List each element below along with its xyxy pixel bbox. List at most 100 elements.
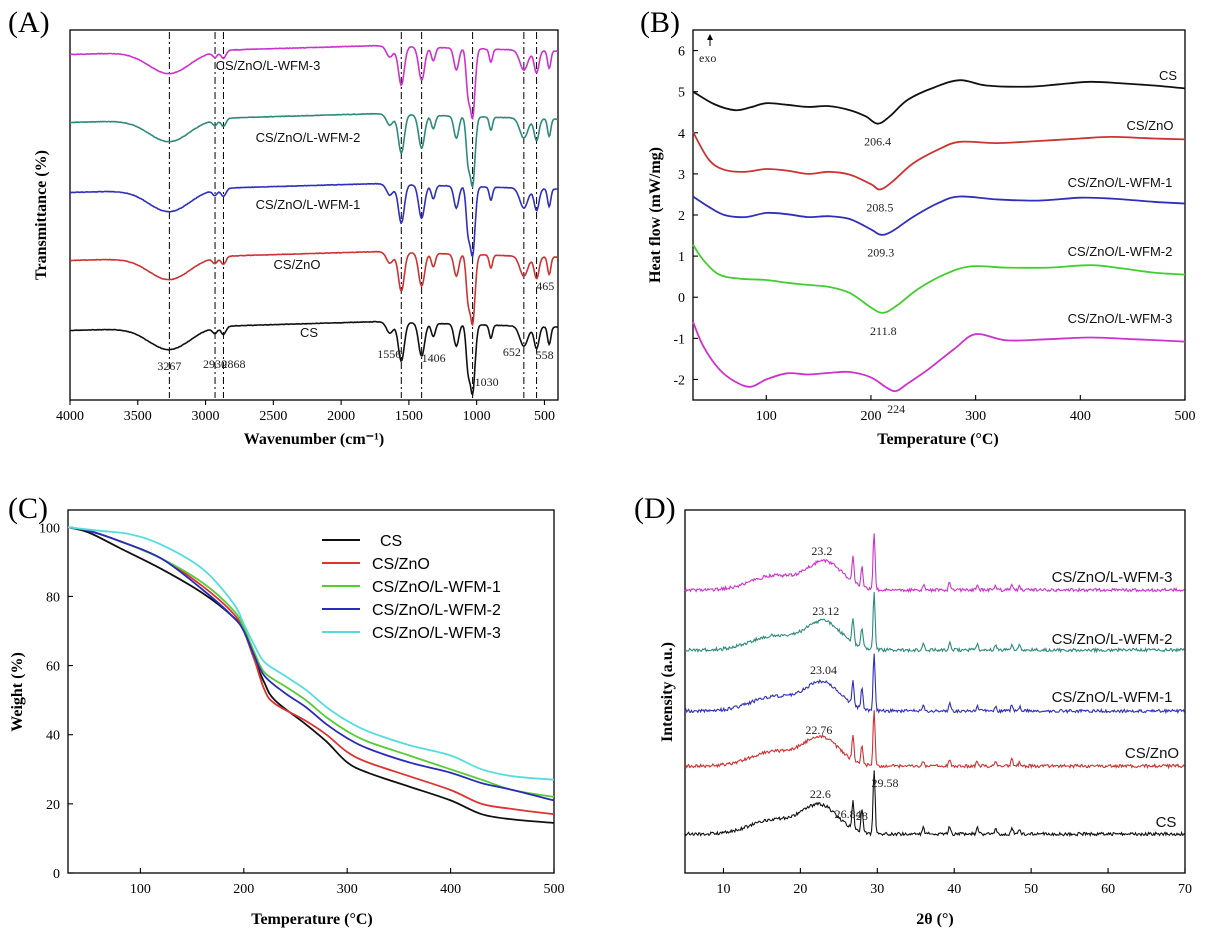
d-series-label: CS/ZnO/L-WFM-3 xyxy=(1052,569,1173,586)
panel-d-series: CS CS/ZnO CS/ZnO/L-WFM-1 CS/ZnO/L-WFM-2 CS/Z… xyxy=(684,533,1185,838)
b-series-label: CS/ZnO xyxy=(1127,118,1174,133)
b-peak-label: 224 xyxy=(887,402,905,416)
a-series-line xyxy=(69,182,559,259)
panel-d-label: (D) xyxy=(634,492,676,525)
b-y-tick-label: 5 xyxy=(678,86,685,101)
b-y-tick-label: 4 xyxy=(678,127,685,142)
d-x-tick-label: 50 xyxy=(1024,882,1038,897)
panel-c: (C) 100 200 300 400 500 0 20 40 60 80 100 CS CS/ZnO… xyxy=(8,492,565,928)
a-x-tick-label: 1000 xyxy=(463,409,491,424)
panel-d-x-ticks: 10 20 30 40 50 60 70 xyxy=(716,868,1192,897)
a-peak-annotation: 3267 xyxy=(157,359,181,373)
exo-label: exo xyxy=(699,51,716,65)
c-series-line xyxy=(67,526,555,798)
b-y-tick-label: 6 xyxy=(678,45,685,60)
c-y-tick-label: 80 xyxy=(46,590,60,605)
b-peak-label: 206.4 xyxy=(864,135,891,149)
c-series-line xyxy=(67,526,555,802)
panel-a-y-axis-label: Transmittance (%) xyxy=(33,150,50,280)
d-x-tick-label: 60 xyxy=(1101,882,1115,897)
c-series-line xyxy=(67,526,555,816)
a-peak-annotation: 652 xyxy=(503,345,521,359)
panel-c-series xyxy=(67,526,555,824)
a-series-label: CS xyxy=(300,325,318,340)
panel-a-label: (A) xyxy=(8,6,50,39)
d-peak-annotation: 28 xyxy=(856,809,868,823)
a-series-line xyxy=(70,320,559,397)
panel-a-series: CS CS/ZnO CS/ZnO/L-WFM-1 CS/ZnO/L-WFM-2 CS/Z… xyxy=(69,44,559,397)
d-x-tick-label: 40 xyxy=(947,882,961,897)
exo-marker: exo xyxy=(699,34,716,65)
b-x-tick-label: 100 xyxy=(756,409,777,424)
c-legend-label: CS/ZnO/L-WFM-2 xyxy=(372,602,501,619)
d-x-tick-label: 20 xyxy=(793,882,807,897)
a-x-tick-label: 1500 xyxy=(395,409,423,424)
panel-b-label: (B) xyxy=(640,6,680,39)
d-x-tick-label: 30 xyxy=(870,882,884,897)
b-series-line xyxy=(692,195,1186,236)
a-series-label: CS/ZnO/L-WFM-2 xyxy=(256,130,361,145)
b-peak-label: 208.5 xyxy=(866,201,893,215)
a-series-label: CS/ZnO/L-WFM-3 xyxy=(216,58,321,73)
a-peak-annotation: 1406 xyxy=(422,351,446,365)
panel-b-x-axis-label: Temperature (°C) xyxy=(877,431,998,448)
a-x-tick-label: 2500 xyxy=(259,409,287,424)
c-series-line xyxy=(67,526,555,824)
b-y-tick-label: -2 xyxy=(673,373,685,388)
a-x-tick-label: 4000 xyxy=(56,409,84,424)
d-peak-annotation: 23.2 xyxy=(811,544,832,558)
c-x-tick-label: 200 xyxy=(233,882,254,897)
panel-c-x-axis-label: Temperature (°C) xyxy=(251,911,372,928)
c-legend-label: CS/ZnO xyxy=(372,556,430,573)
panel-b-y-axis-label: Heat flow (mW/mg) xyxy=(647,147,664,283)
d-peak-annotation: 23.04 xyxy=(810,663,837,677)
panel-d: (D) 10 20 30 40 50 60 70 CS CS/ZnO CS/ZnO/L-WFM-… xyxy=(634,492,1192,928)
d-peak-annotation: 26.84 xyxy=(835,807,862,821)
a-series-label: CS/ZnO/L-WFM-1 xyxy=(256,197,361,212)
a-series-line xyxy=(69,44,559,121)
d-series-label: CS/ZnO/L-WFM-2 xyxy=(1052,631,1173,648)
d-series-line xyxy=(684,710,1185,770)
panel-c-label: (C) xyxy=(8,492,48,525)
b-peak-label: 209.3 xyxy=(867,246,894,260)
panel-d-x-axis-label: 2θ (°) xyxy=(916,911,953,928)
c-x-tick-label: 100 xyxy=(130,882,151,897)
d-peak-annotation: 23.12 xyxy=(812,604,839,618)
c-x-tick-label: 500 xyxy=(544,882,565,897)
c-y-tick-label: 100 xyxy=(39,521,60,536)
b-x-tick-label: 500 xyxy=(1175,409,1196,424)
c-y-tick-label: 0 xyxy=(53,867,60,882)
c-y-tick-label: 60 xyxy=(46,660,60,675)
d-peak-annotation: 22.76 xyxy=(805,723,832,737)
d-x-tick-label: 70 xyxy=(1178,882,1192,897)
d-series-label: CS/ZnO/L-WFM-1 xyxy=(1052,689,1173,706)
b-series-label: CS/ZnO/L-WFM-3 xyxy=(1068,311,1173,326)
b-x-tick-label: 200 xyxy=(860,409,881,424)
exo-arrowhead-icon xyxy=(707,34,713,40)
panel-d-y-axis-label: Intensity (a.u.) xyxy=(659,642,676,742)
a-peak-annotation: 1030 xyxy=(475,375,499,389)
b-series-line xyxy=(692,131,1186,191)
d-x-tick-label: 10 xyxy=(716,882,730,897)
b-series-label: CS xyxy=(1159,68,1177,83)
b-y-tick-label: -1 xyxy=(673,332,685,347)
b-series-line xyxy=(692,321,1186,393)
panel-a-plot-frame xyxy=(69,29,559,401)
panel-a-x-axis-label: Wavenumber (cm⁻¹) xyxy=(244,431,384,448)
a-peak-annotation: 465 xyxy=(536,279,554,293)
panel-b-series: CS 206.4 CS/ZnO 208.5 CS/ZnO/L-WFM-1 209.3 CS/… xyxy=(692,68,1186,416)
b-peak-label: 211.8 xyxy=(870,324,897,338)
c-x-tick-label: 400 xyxy=(440,882,461,897)
d-series-line xyxy=(684,591,1185,654)
d-peak-annotation: 29.58 xyxy=(872,776,899,790)
a-series-line xyxy=(69,250,559,327)
a-peak-annotation: 1556 xyxy=(377,347,401,361)
b-y-tick-label: 1 xyxy=(678,250,685,265)
d-series-line xyxy=(684,770,1185,838)
panel-b-ticks: 100 200 300 400 500 -2 -1 0 1 2 3 4 5 6 xyxy=(673,45,1195,424)
panel-c-ticks: 100 200 300 400 500 0 20 40 60 80 100 xyxy=(39,521,565,897)
panel-c-plot-frame xyxy=(67,509,555,874)
